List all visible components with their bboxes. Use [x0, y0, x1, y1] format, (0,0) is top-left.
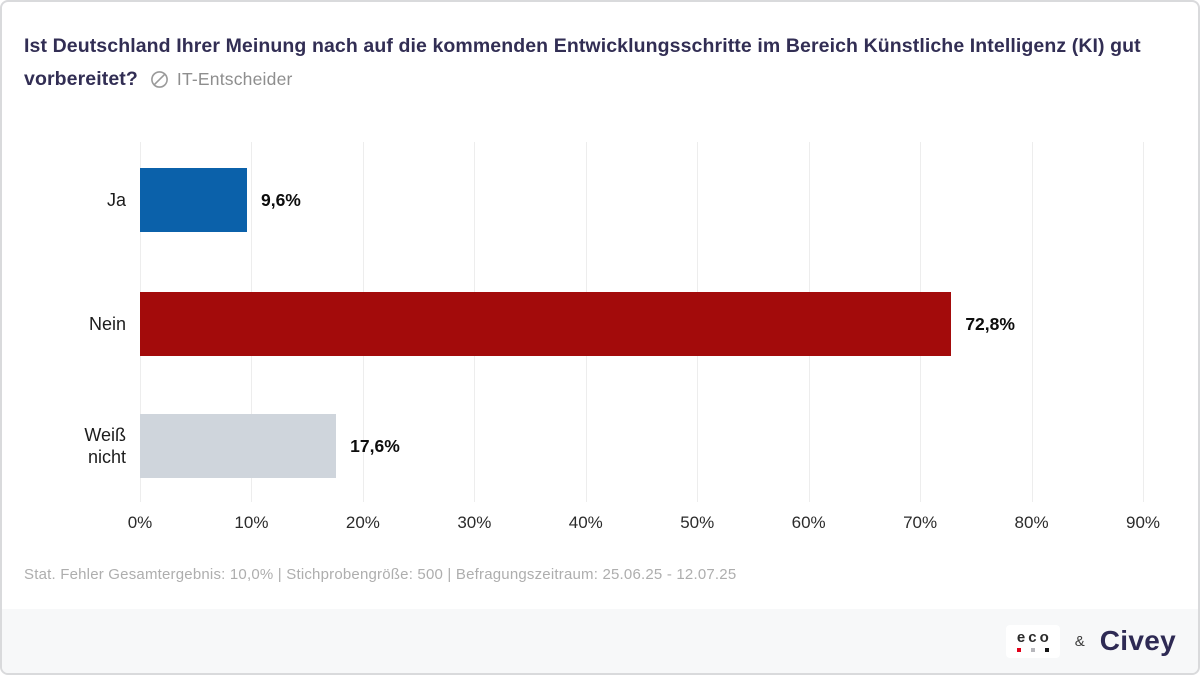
x-axis-tick-label: 60%	[791, 513, 826, 532]
x-axis-tick-label: 0%	[127, 513, 153, 532]
gridline	[1031, 142, 1033, 502]
eco-dot-red	[1016, 647, 1021, 652]
bar-ja	[140, 168, 247, 232]
bar-nein	[140, 292, 952, 356]
civey-logo: Civey	[1099, 625, 1176, 656]
x-axis-tick-label: 20%	[345, 513, 380, 532]
x-axis-tick-label: 30%	[457, 513, 492, 532]
eco-dot-black	[1044, 647, 1049, 652]
question-title-line2: vorbereitet?	[24, 68, 138, 90]
bar-weiss-nicht	[140, 414, 337, 478]
eco-logo-dots	[1016, 647, 1049, 652]
x-axis-tick-label: 50%	[680, 513, 715, 532]
ampersand: &	[1074, 632, 1085, 650]
question-title-block: Ist Deutschland Ihrer Meinung nach auf d…	[24, 30, 1154, 96]
category-label-weiss-nicht: Weiß nicht	[84, 424, 126, 468]
audience-label: IT-Entscheider	[176, 69, 293, 89]
x-axis-tick-label: 10%	[234, 513, 269, 532]
eco-logo-text: eco	[1016, 628, 1052, 646]
branding-footer: eco & Civey	[2, 609, 1198, 673]
x-axis-tick-label: 90%	[1125, 513, 1161, 532]
x-axis-tick-label: 70%	[903, 513, 938, 532]
category-label-nein: Nein	[88, 313, 126, 334]
gridline	[1143, 142, 1144, 502]
stats-note: Stat. Fehler Gesamtergebnis: 10,0% | Sti…	[24, 566, 737, 583]
x-axis-tick-label: 40%	[568, 513, 603, 532]
eco-dot-gray	[1030, 647, 1035, 652]
value-label-weiss-nicht: 17,6%	[350, 435, 400, 456]
eco-logo: eco	[1005, 624, 1060, 658]
value-label-nein: 72,8%	[965, 313, 1015, 334]
audience-badge: IT-Entscheider	[150, 63, 293, 96]
circle-slash-icon	[150, 70, 169, 89]
value-label-ja: 9,6%	[260, 189, 301, 210]
category-label-ja: Ja	[106, 189, 126, 210]
question-title-line1: Ist Deutschland Ihrer Meinung nach auf d…	[24, 35, 1141, 57]
x-axis-tick-label: 80%	[1014, 513, 1049, 532]
